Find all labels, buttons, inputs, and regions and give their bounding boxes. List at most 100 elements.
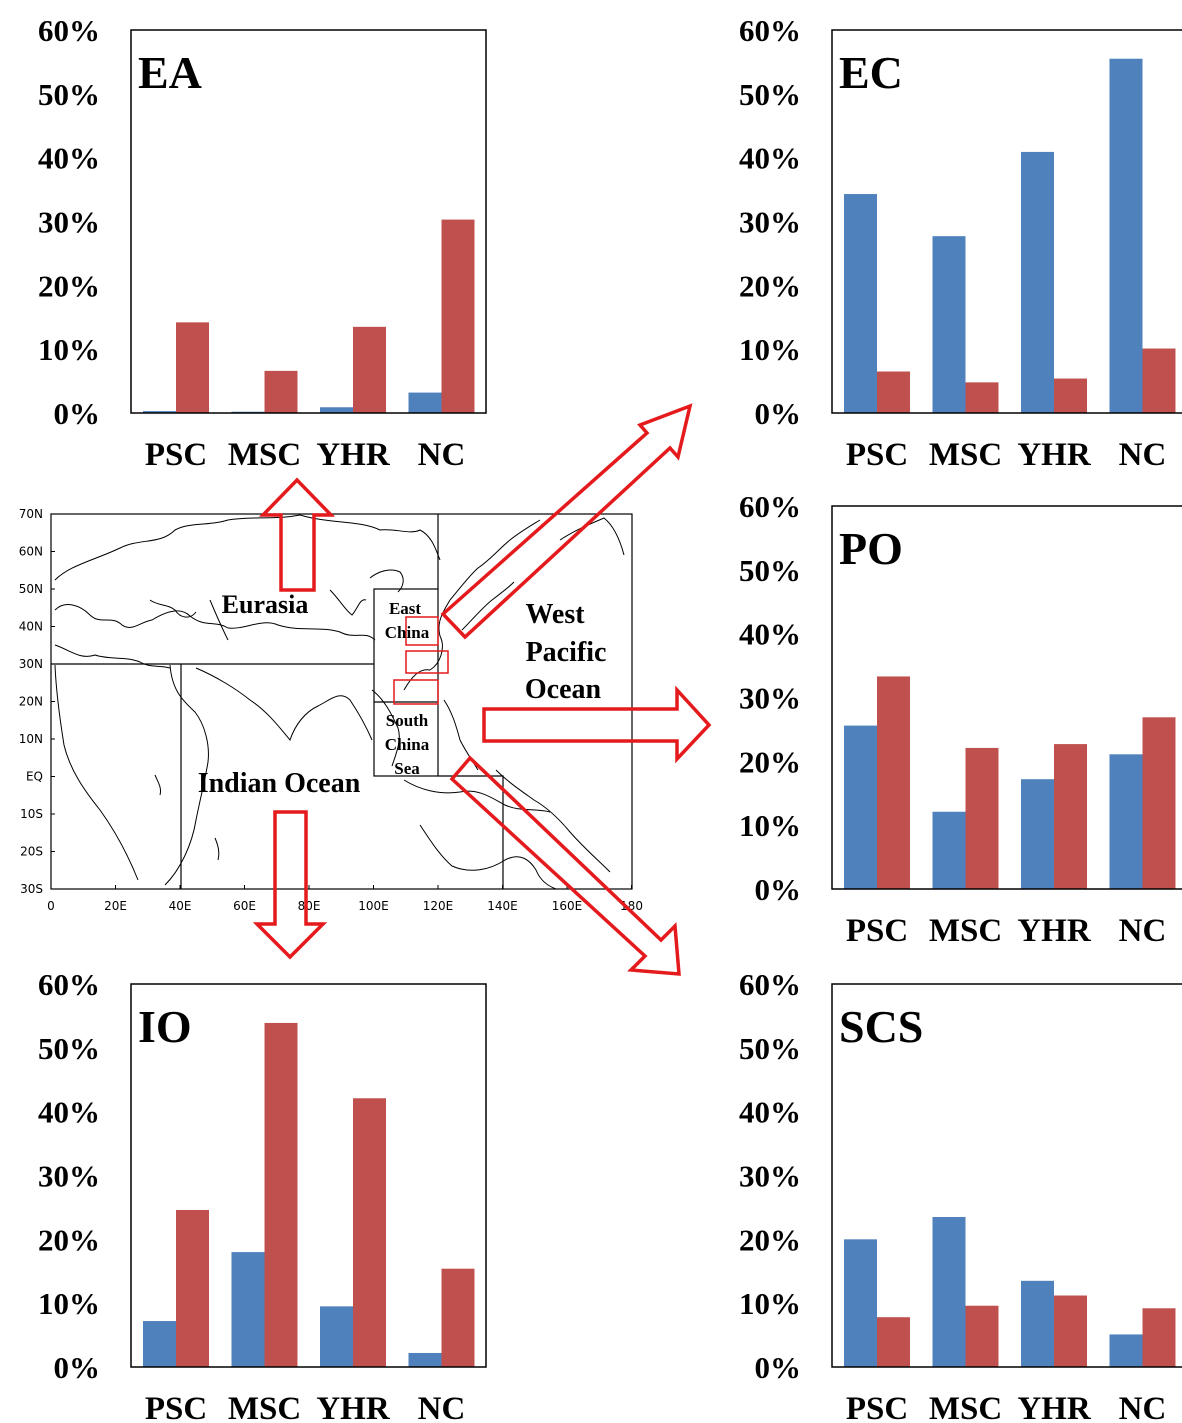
label-south-china-sea-line1: South (386, 711, 429, 730)
plot-frame (831, 983, 1182, 1368)
y-tick-label: 20% (38, 268, 100, 303)
x-tick-label: NC (418, 1391, 466, 1423)
arrow-to-io (252, 810, 328, 960)
y-tick-label: 50% (739, 1031, 801, 1066)
lat-label: 20S (20, 845, 43, 859)
bar-ec-msc-s1 (932, 236, 966, 413)
bar-po-nc-s2 (1142, 717, 1176, 889)
panel-title: EA (138, 47, 202, 98)
lon-label: 80E (298, 899, 321, 913)
y-tick-label: 0% (54, 396, 101, 431)
y-tick-label: 10% (739, 808, 801, 843)
bar-scs-msc-s2 (965, 1305, 999, 1367)
x-tick-label: NC (418, 437, 466, 473)
bar-scs-psc-s2 (877, 1317, 910, 1367)
arrow-to-po (482, 685, 712, 764)
y-tick-label: 0% (755, 396, 802, 431)
x-tick-label: MSC (929, 913, 1002, 949)
y-tick-label: 10% (38, 332, 100, 367)
x-tick-label: MSC (228, 437, 301, 473)
x-tick-label: NC (1119, 437, 1167, 473)
coastlines (54, 514, 625, 890)
map-lon-labels: 0 20E 40E 60E 80E 100E 120E 140E 160E 180 (47, 885, 643, 913)
bar-po-msc-s1 (932, 811, 966, 889)
y-tick-label: 20% (739, 268, 801, 303)
bar-io-psc-s2 (176, 1209, 209, 1367)
lon-label: 120E (423, 899, 454, 913)
lat-label: 30S (20, 882, 43, 896)
panel-ec: PSC MSC YHR NC 0% 10% 20% 30% 40% 50% 60% EC (739, 13, 1182, 473)
x-tick-label: NC (1119, 1391, 1167, 1423)
x-tick-label: PSC (145, 437, 207, 473)
label-east-china-line2: China (385, 623, 430, 642)
lat-label: 20N (19, 695, 43, 709)
y-tick-label: 30% (739, 681, 801, 716)
bar-ec-nc-s2 (1142, 348, 1176, 413)
x-tick-label: PSC (846, 1391, 908, 1423)
plot-frame (831, 29, 1182, 414)
bar-po-yhr-s2 (1054, 744, 1087, 889)
bar-ea-psc-s1 (143, 411, 176, 413)
panel-scs: PSC MSC YHR NC 0% 10% 20% 30% 40% 50% 60% SCS (739, 967, 1182, 1423)
bar-ec-msc-s2 (965, 382, 999, 413)
panel-title: PO (839, 523, 903, 574)
x-tick-label: PSC (846, 437, 908, 473)
y-tick-label: 30% (739, 205, 801, 240)
y-tick-label: 60% (38, 13, 100, 48)
y-tick-label: 10% (38, 1286, 100, 1321)
plot-frame (130, 983, 487, 1368)
y-tick-label: 50% (739, 553, 801, 588)
bar-ec-yhr-s1 (1021, 151, 1054, 413)
y-tick-label: 30% (38, 205, 100, 240)
bar-ea-msc-s2 (264, 370, 298, 413)
lat-label: 10N (19, 732, 43, 746)
bar-io-yhr-s2 (353, 1098, 386, 1367)
bar-ec-yhr-s2 (1054, 378, 1087, 413)
arrow-to-scs (449, 755, 681, 976)
bar-po-yhr-s1 (1021, 779, 1054, 889)
x-tick-label: YHR (316, 437, 391, 473)
panel-title: IO (138, 1001, 192, 1052)
region-boxes (51, 514, 504, 889)
lon-label: 20E (104, 899, 127, 913)
y-tick-label: 10% (739, 1286, 801, 1321)
sub-region-boxes (393, 616, 449, 705)
plot-frame (130, 29, 487, 414)
bar-io-nc-s1 (408, 1352, 442, 1367)
bar-po-nc-s1 (1109, 754, 1143, 889)
arrow-to-ea (258, 477, 336, 592)
bar-ea-psc-s2 (176, 322, 209, 413)
x-tick-label: NC (1119, 913, 1167, 949)
y-tick-label: 50% (739, 77, 801, 112)
label-indian-ocean: Indian Ocean (198, 768, 361, 799)
bar-scs-yhr-s1 (1021, 1280, 1054, 1367)
lon-label: 160E (552, 899, 583, 913)
y-tick-label: 20% (739, 744, 801, 779)
bar-ea-yhr-s1 (320, 407, 353, 413)
x-tick-label: MSC (929, 437, 1002, 473)
lat-label: 60N (19, 545, 43, 559)
lat-label: 50N (19, 582, 43, 596)
bar-ea-yhr-s2 (353, 326, 386, 413)
bar-io-nc-s2 (441, 1268, 475, 1367)
x-tick-label: PSC (846, 913, 908, 949)
arrow-to-ec (440, 403, 693, 640)
panel-io: PSC MSC YHR NC 0% 10% 20% 30% 40% 50% 60% IO (38, 967, 487, 1423)
bar-po-psc-s2 (877, 676, 910, 889)
panel-po: PSC MSC YHR NC 0% 10% 20% 30% 40% 50% 60% PO (739, 489, 1182, 949)
x-tick-label: YHR (1017, 1391, 1092, 1423)
region-arrows (252, 403, 712, 976)
lon-label: 180 (620, 899, 643, 913)
lat-label: 30N (19, 657, 43, 671)
y-tick-label: 0% (755, 872, 802, 907)
x-tick-label: YHR (316, 1391, 391, 1423)
plot-frame (831, 505, 1182, 890)
bar-po-psc-s1 (844, 725, 877, 889)
bar-ec-psc-s1 (844, 194, 877, 413)
y-tick-label: 50% (38, 1031, 100, 1066)
bar-po-msc-s2 (965, 747, 999, 889)
lon-label: 100E (358, 899, 389, 913)
label-west-pacific-line3: Ocean (525, 674, 602, 705)
y-tick-label: 10% (739, 332, 801, 367)
